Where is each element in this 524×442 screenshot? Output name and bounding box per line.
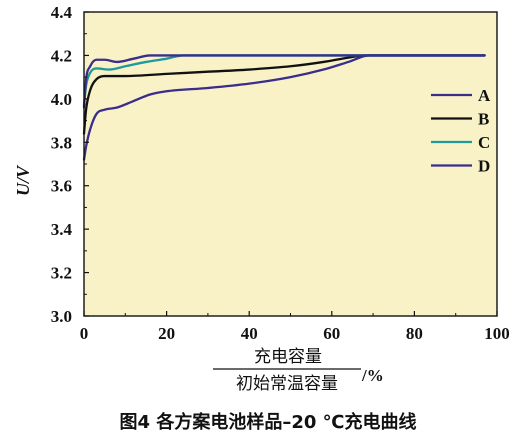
- x-tick-label: 0: [80, 324, 89, 343]
- y-tick-label: 4.0: [51, 90, 72, 109]
- y-tick-label: 3.8: [51, 133, 72, 152]
- x-axis-label-denominator: 初始常温容量: [236, 374, 338, 394]
- x-tick-label: 100: [484, 324, 510, 343]
- y-tick-label: 3.0: [51, 307, 72, 326]
- y-tick-label: 3.2: [51, 264, 72, 283]
- plot-background: [84, 12, 497, 316]
- legend-label-b: B: [478, 110, 489, 129]
- series-line-d: [82, 54, 486, 161]
- x-axis-label-numerator: 充电容量: [254, 347, 322, 367]
- x-tick-label: 80: [406, 324, 423, 343]
- y-tick-label: 4.4: [51, 3, 73, 22]
- x-tick-label: 40: [241, 324, 258, 343]
- y-tick-label: 4.2: [51, 46, 72, 65]
- y-tick-label: 3.6: [51, 177, 72, 196]
- series-layer: [82, 54, 486, 161]
- x-tick-label: 20: [158, 324, 175, 343]
- y-tick-label: 3.4: [51, 220, 73, 239]
- legend-label-d: D: [478, 157, 490, 176]
- x-tick-label: 60: [323, 324, 340, 343]
- legend-label-a: A: [478, 86, 491, 105]
- y-axis-label: U/V: [13, 164, 33, 196]
- ticks-layer: 3.0 3.2 3.4 3.6 3.8 4.0 4.2 4.4 0 20 40 60 80 100: [51, 3, 510, 343]
- legend-label-c: C: [478, 133, 490, 152]
- figure-caption: 图4 各方案电池样品–20 ℃充电曲线: [120, 411, 417, 433]
- series-line-a: [82, 54, 486, 109]
- x-axis-label-unit: /%: [361, 366, 384, 385]
